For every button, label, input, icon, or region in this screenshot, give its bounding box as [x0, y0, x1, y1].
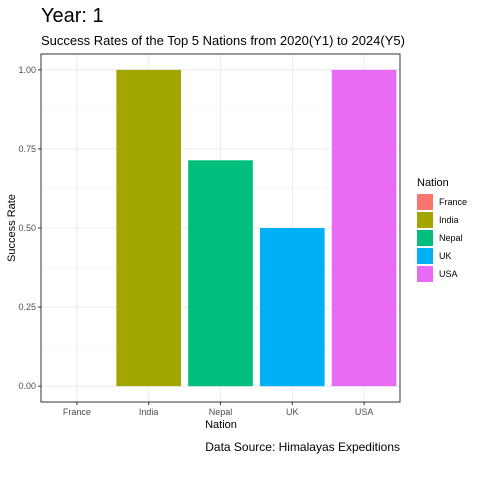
x-tick-label: France	[63, 407, 91, 417]
bar-usa	[331, 69, 397, 387]
chart-subtitle: Success Rates of the Top 5 Nations from …	[41, 33, 405, 48]
y-tick-label: 0.50	[18, 223, 36, 233]
x-tick-label: Nepal	[209, 407, 233, 417]
bar-nepal	[188, 160, 253, 387]
legend-label: India	[439, 215, 459, 225]
bar-uk	[259, 228, 325, 387]
x-tick-label: USA	[355, 407, 374, 417]
chart-title: Year: 1	[41, 5, 104, 27]
y-axis-label: Success Rate	[6, 194, 18, 262]
bar-india	[116, 69, 182, 387]
legend-label: UK	[439, 251, 452, 261]
x-tick-label: UK	[286, 407, 299, 417]
plot-panel	[40, 53, 401, 403]
chart-caption: Data Source: Himalayas Expeditions	[205, 440, 400, 454]
legend-label: Nepal	[439, 233, 463, 243]
legend-key-nepal	[417, 230, 433, 246]
legend-key-uk	[417, 248, 433, 264]
legend-label: France	[439, 197, 467, 207]
y-tick-label: 0.00	[18, 381, 36, 391]
x-axis: France India Nepal UK USA	[63, 402, 373, 417]
legend-key-india	[417, 212, 433, 228]
y-tick-label: 0.25	[18, 302, 36, 312]
legend-label: USA	[439, 269, 458, 279]
y-tick-label: 0.75	[18, 144, 36, 154]
y-tick-label: 1.00	[18, 65, 36, 75]
legend-title: Nation	[417, 177, 449, 189]
y-axis: 0.00 0.25 0.50 0.75 1.00	[18, 65, 41, 391]
x-axis-label: Nation	[205, 419, 237, 431]
legend-key-usa	[417, 266, 433, 282]
legend: France India Nepal UK USA	[417, 194, 467, 282]
x-tick-label: India	[139, 407, 159, 417]
legend-key-france	[417, 194, 433, 210]
